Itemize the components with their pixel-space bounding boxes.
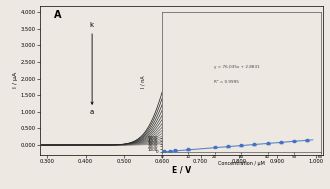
Text: A: A xyxy=(54,10,61,20)
X-axis label: E / V: E / V xyxy=(172,166,191,174)
Text: k: k xyxy=(89,22,93,28)
Text: a: a xyxy=(89,109,93,115)
Y-axis label: I / μA: I / μA xyxy=(13,72,17,88)
